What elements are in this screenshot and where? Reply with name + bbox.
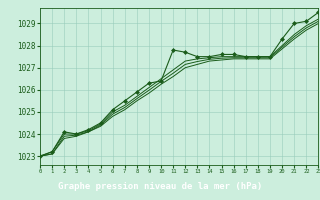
Text: Graphe pression niveau de la mer (hPa): Graphe pression niveau de la mer (hPa) [58, 182, 262, 191]
